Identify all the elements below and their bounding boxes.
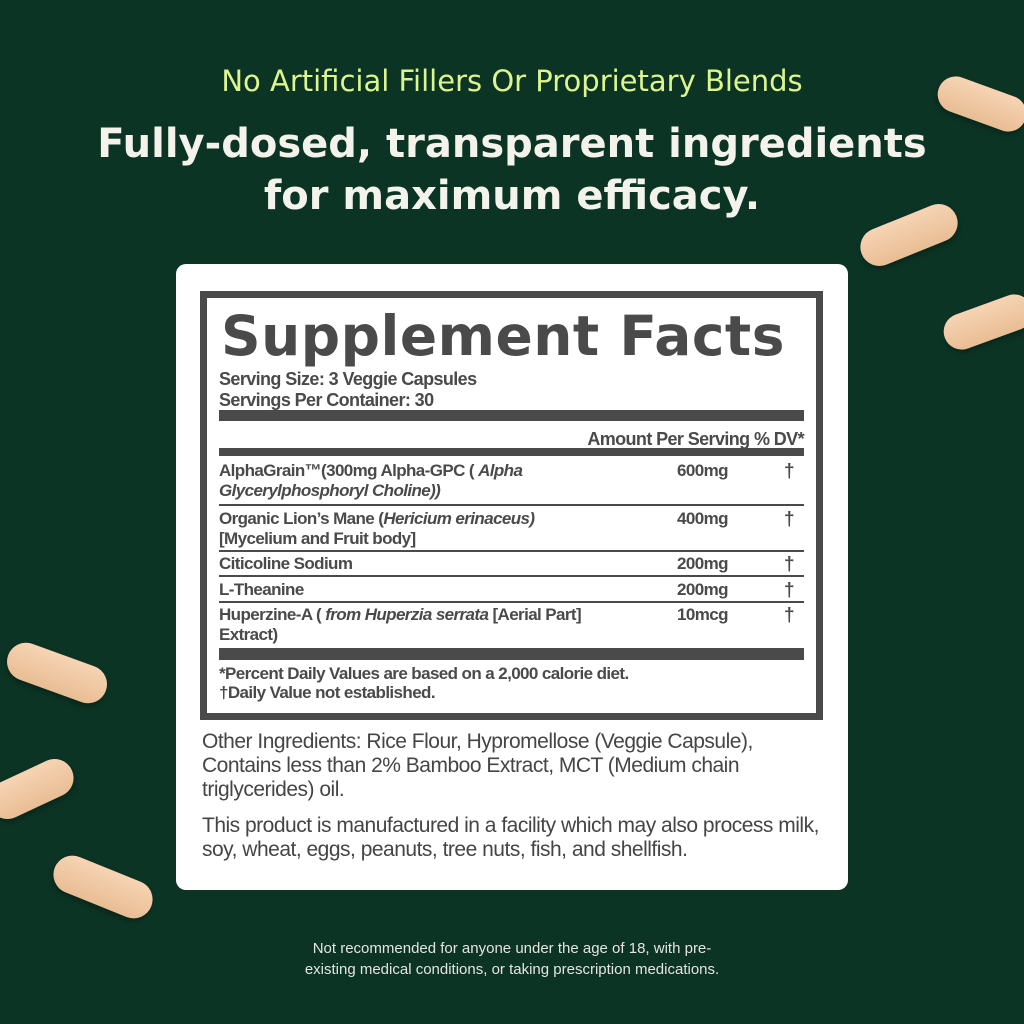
supplement-card: Supplement Facts Serving Size: 3 Veggie … xyxy=(176,264,848,890)
disclaimer: Not recommended for anyone under the age… xyxy=(0,938,1024,980)
capsule-image xyxy=(47,849,159,925)
ingredient-dv: † xyxy=(784,461,795,482)
ingredient-amount: 200mg xyxy=(677,580,728,599)
ingredient-amount: 600mg xyxy=(677,461,728,480)
ingredient-dv: † xyxy=(784,509,795,530)
headline: Fully-dosed, transparent ingredients for… xyxy=(0,118,1024,222)
divider-bar xyxy=(219,648,804,660)
capsule-image xyxy=(938,289,1024,355)
disclaimer-line-1: Not recommended for anyone under the age… xyxy=(312,940,712,957)
capsule-image xyxy=(0,752,80,826)
headline-line-2: for maximum efficacy. xyxy=(263,173,761,219)
supplement-facts-label: Supplement Facts Serving Size: 3 Veggie … xyxy=(200,291,823,720)
ingredient-name: AlphaGrain™(300mg Alpha-GPC ( Alpha Glyc… xyxy=(219,461,523,500)
row-separator xyxy=(219,504,804,506)
footnote-daily-values: *Percent Daily Values are based on a 2,0… xyxy=(219,664,629,683)
ingredient-dv: † xyxy=(784,554,795,575)
label-title: Supplement Facts xyxy=(221,304,785,368)
other-ingredients-section: Other Ingredients: Rice Flour, Hypromell… xyxy=(202,730,832,862)
headline-line-1: Fully-dosed, transparent ingredients xyxy=(97,121,927,167)
divider-bar xyxy=(219,448,804,456)
ingredient-amount: 200mg xyxy=(677,554,728,573)
facility-note: This product is manufactured in a facili… xyxy=(202,814,819,861)
amount-per-serving-header: Amount Per Serving xyxy=(587,429,750,449)
serving-size: Serving Size: 3 Veggie Capsules xyxy=(219,369,477,389)
servings-per-container: Servings Per Container: 30 xyxy=(219,390,434,410)
ingredient-dv: † xyxy=(784,605,795,626)
ingredient-dv: † xyxy=(784,580,795,601)
divider-bar xyxy=(219,410,804,421)
other-ingredients: Other Ingredients: Rice Flour, Hypromell… xyxy=(202,730,753,801)
disclaimer-line-2: existing medical conditions, or taking p… xyxy=(304,961,720,978)
footnote-dv-not-established: †Daily Value not established. xyxy=(219,683,436,702)
ingredient-name: L-Theanine xyxy=(219,580,304,599)
ingredient-name: Organic Lion’s Mane (Hericium erinaceus)… xyxy=(219,509,535,548)
capsule-image xyxy=(1,637,113,709)
dv-header: % DV* xyxy=(753,429,805,449)
ingredient-name: Citicoline Sodium xyxy=(219,554,353,573)
row-separator xyxy=(219,575,804,577)
row-separator xyxy=(219,550,804,552)
row-separator xyxy=(219,601,804,603)
tagline: No Artificial Fillers Or Proprietary Ble… xyxy=(221,64,803,98)
ingredient-name: Huperzine-A ( from Huperzia serrata [Aer… xyxy=(219,605,582,644)
ingredient-amount: 10mcg xyxy=(677,605,728,624)
amount-header: Amount Per Serving % DV* xyxy=(587,429,804,450)
ingredient-amount: 400mg xyxy=(677,509,728,528)
